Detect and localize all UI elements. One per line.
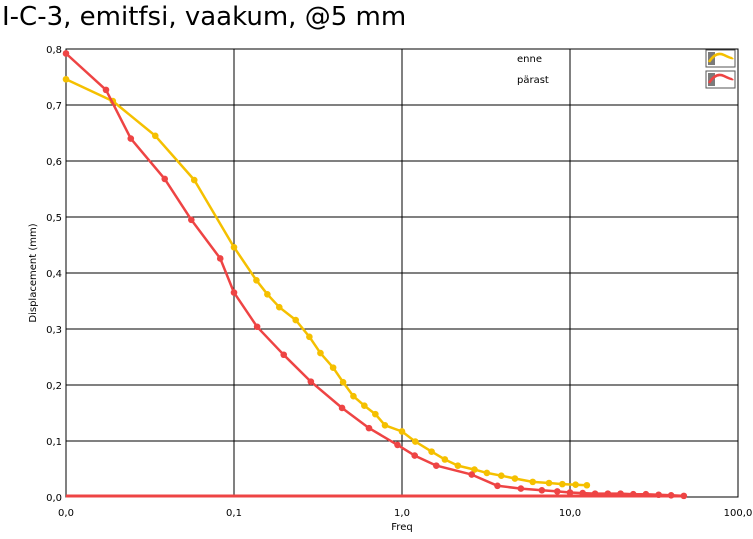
chart-title: I-C-3, emitfsi, vaakum, @5 mm <box>2 2 407 32</box>
x-tick-label: 10,0 <box>559 508 581 519</box>
data-point-series-2 <box>365 424 373 432</box>
data-point-series-1 <box>381 422 389 429</box>
data-point-series-2 <box>579 489 586 497</box>
data-point-series-1 <box>529 478 537 486</box>
data-point-series-2 <box>280 351 288 359</box>
legend-plot-icon[interactable] <box>705 49 736 68</box>
data-point-series-2 <box>188 216 195 224</box>
data-point-series-2 <box>538 486 546 494</box>
y-tick-label: 0,0 <box>46 493 62 504</box>
data-point-series-1 <box>428 448 435 455</box>
series-line-1 <box>65 78 587 487</box>
data-point-series-1 <box>62 75 70 83</box>
data-point-series-1 <box>306 333 313 341</box>
data-point-series-2 <box>553 488 561 495</box>
data-point-series-1 <box>454 462 462 469</box>
ticks: 0,0 0,1 1,0 10,0 100,0 0,0 0,1 0,2 0,3 0,4 0,5 0,6 0… <box>46 45 752 519</box>
data-point-series-1 <box>398 428 406 435</box>
legend-swatch-line <box>707 73 734 84</box>
data-point-series-2 <box>642 490 650 498</box>
data-point-series-2 <box>517 485 525 492</box>
series-line-2 <box>65 52 684 498</box>
data-point-series-2 <box>216 255 224 262</box>
data-point-series-1 <box>253 276 260 284</box>
data-point-series-1 <box>483 469 491 477</box>
data-point-series-1 <box>275 303 283 311</box>
data-point-series-2 <box>494 482 501 490</box>
y-axis-label: Displacement (mm) <box>28 223 39 322</box>
data-point-series-1 <box>559 480 566 488</box>
y-tick-label: 0,4 <box>46 269 62 280</box>
data-point-series-1 <box>329 364 337 371</box>
data-point-series-2 <box>667 492 675 499</box>
data-point-series-1 <box>339 378 347 386</box>
data-point-series-2 <box>394 441 401 449</box>
data-point-series-2 <box>617 490 624 497</box>
data-point-series-2 <box>432 462 440 469</box>
data-point-series-1 <box>361 402 368 410</box>
data-point-series-1 <box>190 176 198 184</box>
data-point-series-2 <box>604 490 612 497</box>
data-point-series-2 <box>161 175 169 183</box>
y-tick-label: 0,3 <box>46 325 62 336</box>
data-point-series-2 <box>566 489 574 496</box>
data-point-series-1 <box>572 481 579 488</box>
data-point-series-2 <box>253 323 261 331</box>
data-point-series-2 <box>411 452 418 459</box>
data-point-series-1 <box>292 316 300 324</box>
data-point-series-1 <box>230 243 238 251</box>
legend-label: enne <box>517 54 542 65</box>
data-point-series-1 <box>497 472 505 480</box>
x-tick-label: 0,1 <box>226 508 242 519</box>
y-tick-label: 0,7 <box>46 101 62 112</box>
data-point-series-1 <box>471 466 478 473</box>
data-point-series-2 <box>230 289 238 296</box>
data-point-series-1 <box>151 132 159 140</box>
data-point-series-1 <box>583 481 591 489</box>
data-point-series-2 <box>307 378 315 385</box>
legend-plot-icon[interactable] <box>705 70 736 89</box>
x-tick-label: 1,0 <box>394 508 410 519</box>
data-point-series-2 <box>591 490 599 497</box>
legend[interactable]: enne pärast <box>517 49 736 89</box>
series-layer <box>62 50 688 500</box>
data-point-series-2 <box>468 471 476 478</box>
legend-label: pärast <box>517 75 549 86</box>
y-tick-label: 0,5 <box>46 213 62 224</box>
data-point-series-1 <box>350 392 357 400</box>
y-tick-label: 0,8 <box>46 45 62 56</box>
data-point-series-1 <box>372 410 379 418</box>
data-point-series-2 <box>338 404 346 412</box>
data-point-series-1 <box>317 349 324 357</box>
data-point-series-1 <box>545 479 553 487</box>
y-tick-label: 0,2 <box>46 381 62 392</box>
data-point-series-2 <box>629 490 637 498</box>
data-point-series-2 <box>62 50 70 57</box>
x-tick-label: 100,0 <box>724 508 753 519</box>
y-tick-label: 0,6 <box>46 157 62 168</box>
data-point-series-2 <box>127 135 135 142</box>
data-point-series-2 <box>102 86 110 94</box>
data-point-series-2 <box>655 491 662 499</box>
x-tick-label: 0,0 <box>58 508 74 519</box>
data-point-series-1 <box>511 475 519 482</box>
y-tick-label: 0,1 <box>46 437 62 448</box>
data-point-series-1 <box>441 456 449 463</box>
x-axis-label: Freq <box>391 522 412 533</box>
legend-swatch-line <box>707 52 734 63</box>
data-point-series-1 <box>412 438 419 445</box>
data-point-series-2 <box>680 492 688 500</box>
data-point-series-1 <box>264 290 271 298</box>
